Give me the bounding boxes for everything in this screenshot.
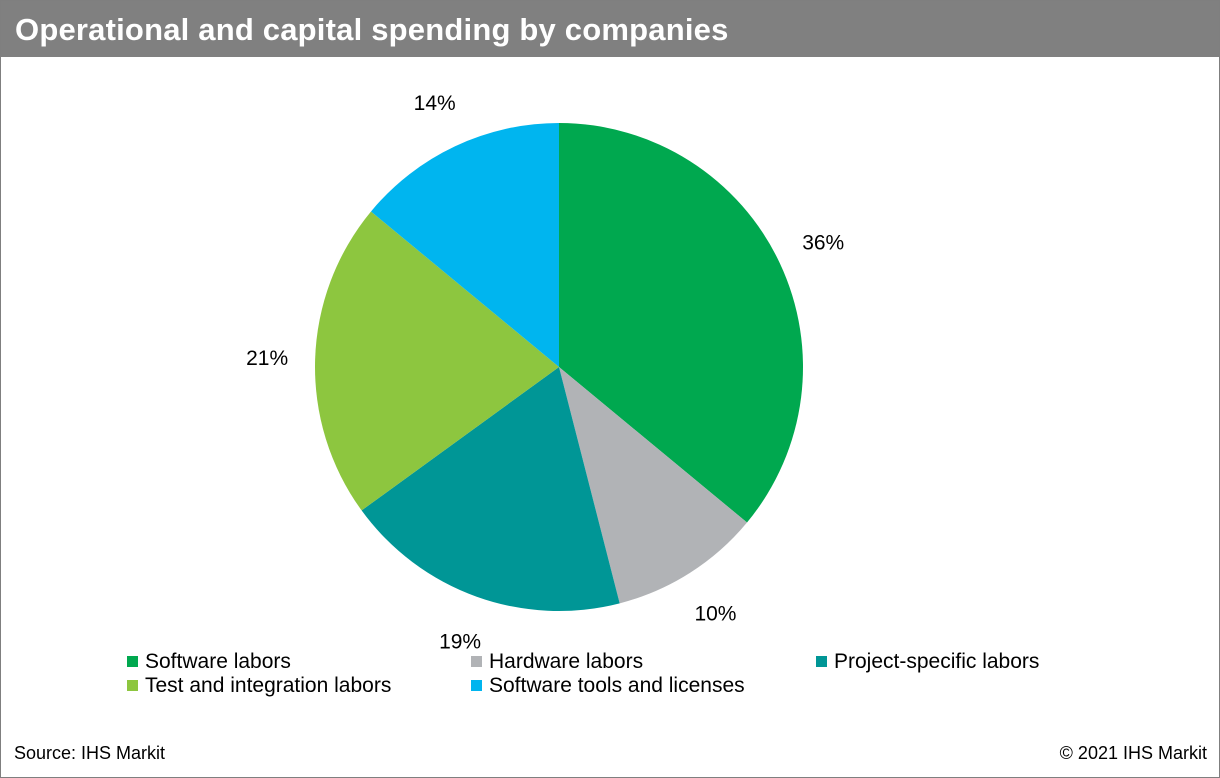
slice-label-hardware-labors: 10% xyxy=(694,603,736,626)
pie-slice-software-tools-and-licenses xyxy=(370,123,559,367)
slice-label-software-tools-and-licenses: 14% xyxy=(414,92,456,115)
source-note: Source: IHS Markit xyxy=(14,743,166,763)
slice-label-test-and-integration-labors: 21% xyxy=(246,347,288,370)
pie-slice-software-labors xyxy=(559,123,803,523)
copyright-note: © 2021 IHS Markit xyxy=(1059,743,1207,763)
title-bar: Operational and capital spending by comp… xyxy=(1,1,1219,57)
slice-label-project-specific-labors: 19% xyxy=(439,631,481,654)
chart-title: Operational and capital spending by comp… xyxy=(15,12,729,47)
pie-slice-test-and-integration-labors xyxy=(315,211,559,511)
slice-label-software-labors: 36% xyxy=(802,232,844,255)
pie-slice-hardware-labors xyxy=(559,367,748,604)
pie-slice-project-specific-labors xyxy=(361,367,620,612)
